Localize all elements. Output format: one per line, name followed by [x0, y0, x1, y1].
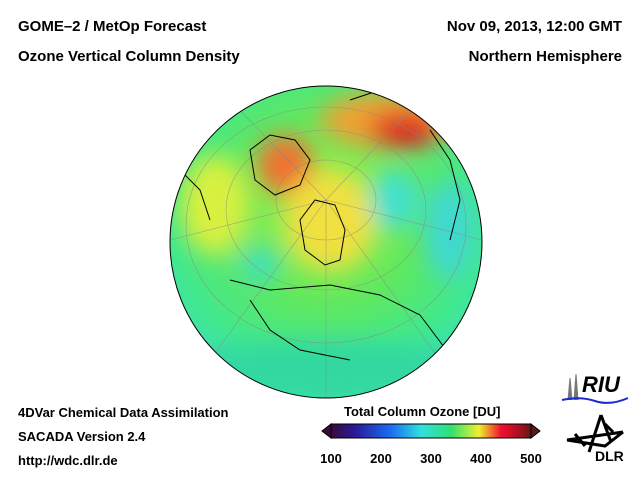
globe-outline [169, 85, 483, 399]
date-label: Nov 09, 2013, 12:00 GMT [446, 18, 622, 35]
riu-towers-icon [567, 373, 579, 400]
riu-logo: RIU [560, 372, 630, 404]
dlr-logo-text: DLR [595, 448, 624, 464]
colorbar-tick: 500 [520, 451, 542, 466]
dlr-logo: DLR [565, 412, 625, 472]
colorbar-tick: 400 [470, 451, 492, 466]
dlr-emblem-icon [566, 414, 624, 453]
colorbar-tick: 200 [370, 451, 392, 466]
footer-url[interactable]: http://wdc.dlr.de [18, 453, 118, 468]
colorbar-tick: 100 [320, 451, 342, 466]
title: GOME–2 / MetOp Forecast [18, 18, 207, 35]
footer-version: SACADA Version 2.4 [18, 429, 146, 444]
region-label: Northern Hemisphere [468, 48, 622, 65]
colorbar-min-arrow [321, 422, 332, 440]
footer-method: 4DVar Chemical Data Assimilation [18, 405, 229, 420]
colorbar-max-arrow [530, 422, 541, 440]
colorbar-tick: 300 [420, 451, 442, 466]
graticule [170, 99, 482, 398]
riu-logo-text: RIU [582, 372, 620, 397]
colorbar-title: Total Column Ozone [DU] [344, 404, 501, 419]
riu-wave-icon [561, 397, 629, 404]
subtitle: Ozone Vertical Column Density [18, 48, 240, 65]
colorbar-gradient [330, 423, 532, 439]
